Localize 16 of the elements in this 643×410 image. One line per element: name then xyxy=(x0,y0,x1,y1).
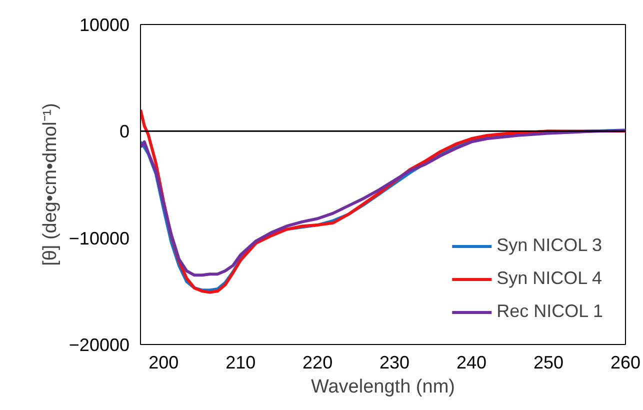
y-axis-title: [θ] (deg•cm•dmol⁻¹) xyxy=(40,103,61,266)
x-axis-title: Wavelength (nm) xyxy=(311,376,455,398)
y-tick-label: −20000 xyxy=(68,335,130,355)
y-tick-label: 0 xyxy=(119,122,130,142)
x-tick-label: 200 xyxy=(148,352,179,372)
x-tick-label: 260 xyxy=(610,352,641,372)
y-tick-label: 10000 xyxy=(79,15,130,35)
x-tick-label: 250 xyxy=(534,352,564,372)
x-tick-label: 220 xyxy=(302,352,333,372)
x-tick-label: 240 xyxy=(456,352,487,372)
legend-label: Syn NICOL 4 xyxy=(496,268,602,289)
legend-label: Syn NICOL 3 xyxy=(496,235,602,256)
y-tick-label: −10000 xyxy=(68,228,130,248)
x-tick-label: 210 xyxy=(226,352,256,372)
legend-label: Rec NICOL 1 xyxy=(496,301,603,322)
x-tick-label: 230 xyxy=(380,352,410,372)
